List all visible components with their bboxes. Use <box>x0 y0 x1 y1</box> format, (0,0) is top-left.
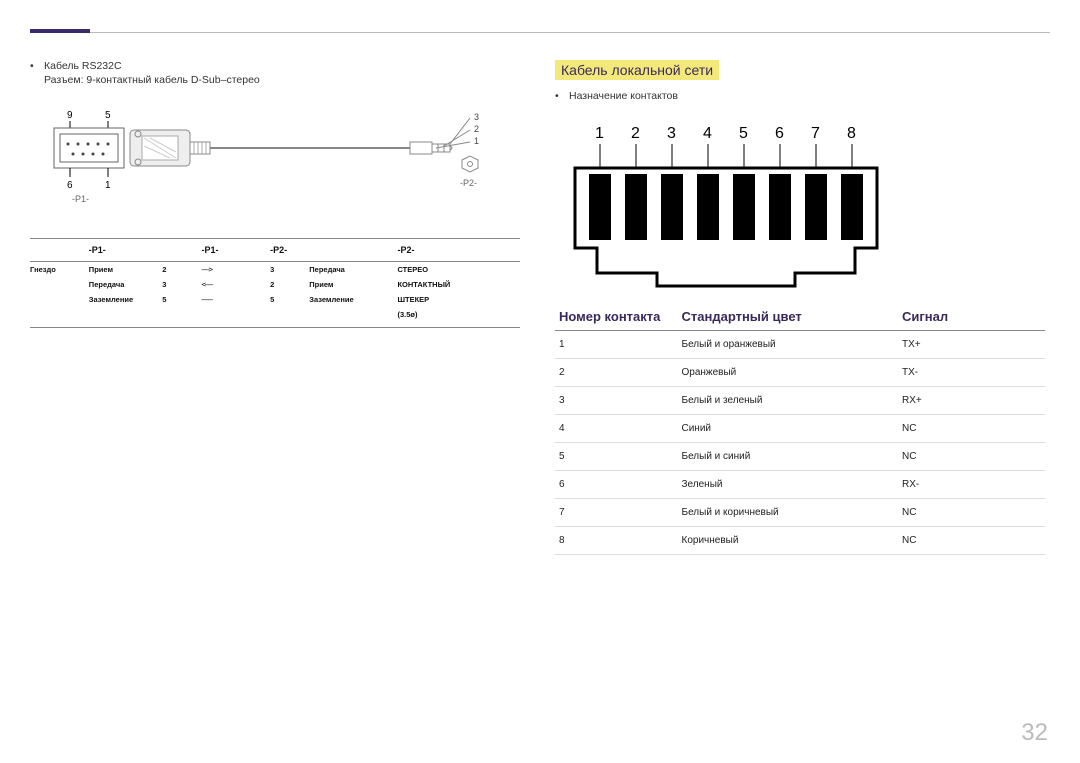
svg-text:3: 3 <box>667 125 676 142</box>
table-row: 6ЗеленыйRX- <box>555 471 1045 499</box>
dsub-pin-5: 5 <box>105 110 111 121</box>
lan-pin-table: Номер контакта Стандартный цвет Сигнал 1… <box>555 303 1045 555</box>
hdr-p1b: -P1- <box>201 239 270 262</box>
connector-label: Разъем: 9-контактный кабель D-Sub–стерео <box>44 74 520 86</box>
hdr-p2a: -P2- <box>270 239 309 262</box>
lan-section-title: Кабель локальной сети <box>555 60 719 80</box>
svg-text:8: 8 <box>847 125 856 142</box>
table-row: 7Белый и коричневыйNC <box>555 499 1045 527</box>
cable-label-line: •Кабель RS232C <box>30 60 520 72</box>
assign-label-line: •Назначение контактов <box>555 90 1045 102</box>
p1-label: -P1- <box>72 194 89 204</box>
table-row: 4СинийNC <box>555 415 1045 443</box>
dsub-pin-6: 6 <box>67 180 73 191</box>
table-row: 3Белый и зеленыйRX+ <box>555 387 1045 415</box>
table-row: Заземление 5 ——— 5 Заземление ШТЕКЕР <box>30 292 520 307</box>
table-row: 1Белый и оранжевыйTX+ <box>555 331 1045 359</box>
hdr-p2b: -P2- <box>397 239 520 262</box>
svg-text:5: 5 <box>739 125 748 142</box>
right-column: Кабель локальной сети •Назначение контак… <box>555 60 1045 555</box>
left-column: •Кабель RS232C Разъем: 9-контактный кабе… <box>30 60 520 328</box>
assign-label: Назначение контактов <box>569 90 678 102</box>
page-number: 32 <box>1021 719 1048 747</box>
table-row: Передача 3 <—— 2 Прием КОНТАКТНЫЙ <box>30 277 520 292</box>
svg-text:3: 3 <box>474 112 479 122</box>
svg-text:4: 4 <box>703 125 712 142</box>
dsub-pin-1: 1 <box>105 180 111 191</box>
dsub-pin-9: 9 <box>67 110 73 121</box>
svg-text:6: 6 <box>775 125 784 142</box>
svg-text:2: 2 <box>631 125 640 142</box>
table-row: (3.5ø) <box>30 307 520 327</box>
svg-text:2: 2 <box>474 124 479 134</box>
rs232-pin-table: -P1- -P1- -P2- -P2- Гнездо Прием 2 ——> 3… <box>30 238 520 328</box>
hdr-pin: Номер контакта <box>555 303 678 331</box>
rj45-diagram: 1 2 3 4 5 6 7 8 <box>555 118 945 293</box>
lan-table-header: Номер контакта Стандартный цвет Сигнал <box>555 303 1045 331</box>
svg-text:1: 1 <box>595 125 604 142</box>
table-row: 5Белый и синийNC <box>555 443 1045 471</box>
svg-text:-P2-: -P2- <box>460 178 477 188</box>
hdr-p1a: -P1- <box>89 239 163 262</box>
top-accent <box>30 29 90 33</box>
svg-text:7: 7 <box>811 125 820 142</box>
cable-label: Кабель RS232C <box>44 60 122 72</box>
table-row: 8КоричневыйNC <box>555 527 1045 555</box>
table-row: Гнездо Прием 2 ——> 3 Передача СТЕРЕО <box>30 262 520 278</box>
table-header-row: -P1- -P1- -P2- -P2- <box>30 239 520 262</box>
hdr-color: Стандартный цвет <box>678 303 899 331</box>
top-rule <box>30 32 1050 33</box>
svg-text:1: 1 <box>474 136 479 146</box>
hdr-signal: Сигнал <box>898 303 1045 331</box>
pin-numbers: 1 2 3 4 5 6 7 8 <box>595 125 856 142</box>
table-row: 2ОранжевыйTX- <box>555 359 1045 387</box>
rs232-diagram: 9 5 6 1 -P1- <box>30 98 500 218</box>
